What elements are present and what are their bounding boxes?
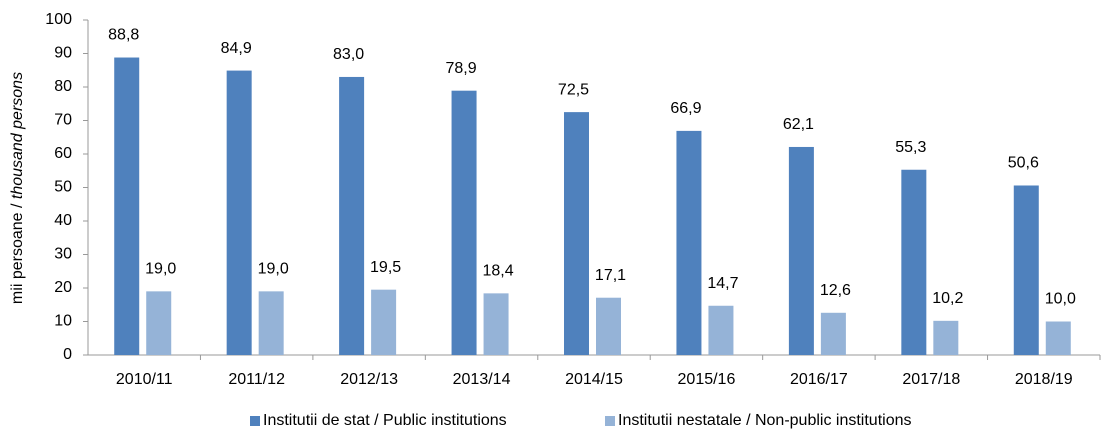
bar: [596, 297, 621, 355]
y-tick-label: 50: [54, 179, 72, 196]
value-label: 83,0: [333, 46, 364, 63]
x-tick-label: 2013/14: [453, 371, 511, 388]
legend-swatch: [250, 416, 260, 426]
y-tick-label: 90: [54, 45, 72, 62]
x-tick-label: 2011/12: [228, 371, 285, 388]
value-label: 78,9: [445, 60, 476, 77]
value-label: 10,2: [932, 290, 963, 307]
legend-label: Institutii nestatale / Non-public instit…: [618, 412, 911, 429]
bar: [676, 130, 702, 355]
x-tick-label: 2015/16: [678, 371, 736, 388]
y-tick-label: 100: [45, 11, 72, 28]
bar: [788, 146, 814, 355]
bar: [820, 312, 846, 355]
value-label: 88,8: [108, 27, 139, 44]
legend-swatch: [605, 416, 615, 426]
value-label: 84,9: [221, 40, 252, 57]
y-tick-label: 80: [54, 78, 72, 95]
x-tick-label: 2017/18: [902, 371, 960, 388]
x-tick-label: 2016/17: [790, 371, 848, 388]
value-label: 62,1: [783, 116, 814, 133]
bar: [451, 90, 477, 355]
value-label: 66,9: [670, 100, 701, 117]
y-tick-label: 20: [54, 279, 72, 296]
bar: [258, 291, 284, 355]
value-label: 18,4: [482, 263, 513, 280]
bar: [1013, 185, 1039, 355]
x-tick-label: 2018/19: [1015, 371, 1073, 388]
x-tick-label: 2010/11: [116, 371, 173, 388]
value-label: 12,6: [820, 282, 851, 299]
y-tick-label: 60: [54, 145, 72, 162]
y-tick-label: 0: [63, 346, 72, 363]
y-axis-label: mii persoane / thousand persons: [9, 72, 26, 304]
value-label: 55,3: [895, 139, 926, 156]
bar: [1045, 321, 1071, 355]
x-tick-label: 2012/13: [340, 371, 398, 388]
y-tick-label: 30: [54, 246, 72, 263]
bar: [371, 289, 397, 355]
y-tick-label: 10: [54, 313, 72, 330]
bar: [483, 293, 509, 355]
y-axis-label-part: mii persoane /: [9, 199, 26, 304]
legend-label: Institutii de stat / Public institutions: [263, 412, 507, 429]
bar: [114, 57, 140, 356]
value-label: 19,0: [258, 261, 289, 278]
x-tick-label: 2014/15: [565, 371, 623, 388]
value-label: 19,5: [370, 259, 401, 276]
value-label: 17,1: [595, 267, 626, 284]
value-label: 50,6: [1008, 155, 1039, 172]
bar: [933, 320, 959, 355]
y-tick-label: 40: [54, 212, 72, 229]
value-label: 14,7: [707, 275, 738, 292]
value-label: 19,0: [145, 261, 176, 278]
y-tick-label: 70: [54, 112, 72, 129]
value-label: 72,5: [558, 81, 589, 98]
bar: [901, 169, 927, 355]
bar: [226, 70, 252, 356]
bar: [339, 76, 365, 355]
y-axis-label-part: thousand persons: [9, 72, 26, 199]
bar: [146, 291, 172, 355]
value-label: 10,0: [1045, 291, 1076, 308]
bar: [564, 112, 589, 355]
bar: [708, 305, 734, 355]
